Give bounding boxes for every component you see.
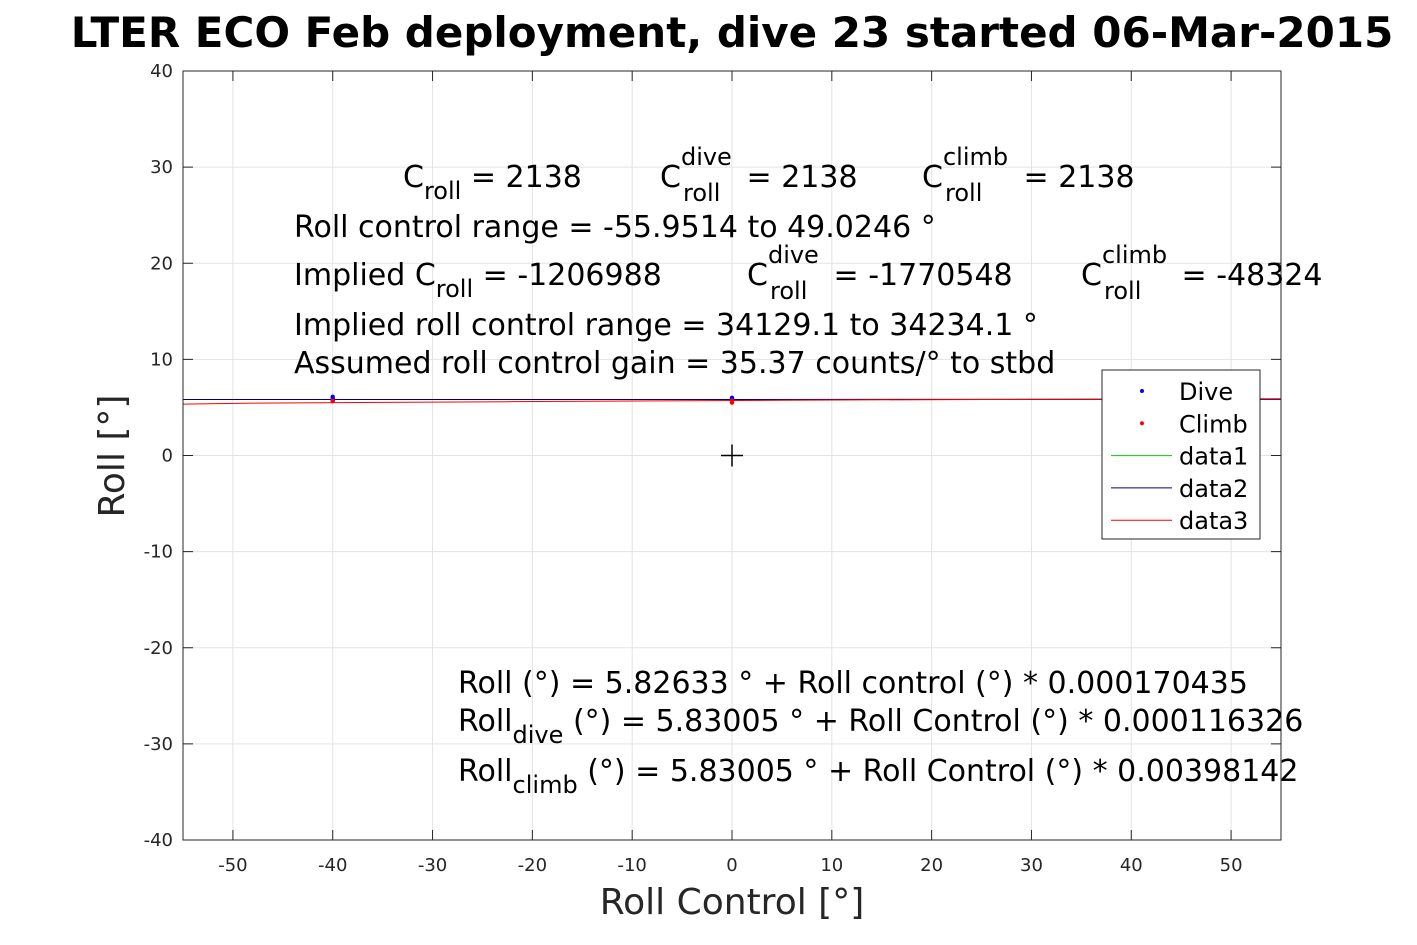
y-tick-label: 10: [150, 349, 173, 370]
annotation-implied-c-dive: Cdive roll = -1770548: [747, 241, 1013, 305]
y-tick-label: -20: [144, 638, 173, 659]
legend-box: [1101, 369, 1261, 540]
x-tick-label: 50: [1220, 855, 1243, 876]
legend: Dive Climb data1 data2 data3: [1101, 369, 1261, 540]
legend-marker-dive: [1140, 389, 1144, 393]
x-tick-label: -20: [518, 855, 547, 876]
plot-frame: [182, 70, 1282, 841]
legend-items: Dive Climb data1 data2 data3: [1111, 378, 1248, 535]
x-tick-label: 10: [820, 855, 843, 876]
y-tick-label: -10: [144, 542, 173, 563]
x-tick-label: -10: [617, 855, 646, 876]
annotation-fit-climb: Rollclimb (°) = 5.83005 ° + Roll Control…: [458, 754, 1298, 799]
data-point-climb: [330, 398, 335, 403]
x-tick-label: 30: [1020, 855, 1043, 876]
annotation-implied-c-roll: Implied Croll = -1206988: [294, 258, 662, 303]
chart-title: LTER ECO Feb deployment, dive 23 started…: [71, 8, 1394, 57]
legend-label: data3: [1179, 507, 1248, 535]
x-tick-group: -50 -40 -30 -20 -10 0 10 20 30 40 50: [218, 71, 1243, 876]
y-tick-label: -30: [144, 734, 173, 755]
legend-label: Dive: [1179, 378, 1233, 406]
series-group: [182, 394, 1282, 467]
annotation-fits: Roll (°) = 5.82633 ° + Roll control (°) …: [458, 666, 1303, 799]
data-point-climb: [729, 400, 735, 405]
x-tick-label: 0: [726, 855, 737, 876]
x-tick-label: 40: [1120, 855, 1143, 876]
x-tick-label: 20: [920, 855, 943, 876]
legend-label: data2: [1179, 475, 1248, 503]
y-tick-label: 0: [162, 446, 173, 467]
x-tick-label: -30: [418, 855, 447, 876]
x-tick-label: -40: [318, 855, 347, 876]
x-axis-label: Roll Control [°]: [600, 882, 865, 923]
y-tick-group: -40 -30 -20 -10 0 10 20 30 40: [144, 61, 1281, 851]
legend-label: data1: [1179, 443, 1248, 471]
legend-marker-climb: [1140, 421, 1144, 426]
annotation-coefficients: Croll = 2138 Cdive roll = 2138 Cclimb roll…: [294, 143, 1322, 381]
annotation-roll-control-range: Roll control range = -55.9514 to 49.0246…: [294, 210, 936, 245]
y-tick-label: -40: [144, 830, 173, 851]
x-tick-label: -50: [218, 855, 247, 876]
plot-axes: -50 -40 -30 -20 -10 0 10 20 30 40 50 -40 -30 -20 -10 0…: [144, 61, 1282, 876]
annotation-gain: Assumed roll control gain = 35.37 counts…: [294, 346, 1055, 381]
legend-label: Climb: [1179, 410, 1248, 438]
annotation-fit-all: Roll (°) = 5.82633 ° + Roll control (°) …: [458, 666, 1248, 701]
annotation-c-roll: Croll = 2138: [403, 160, 582, 205]
annotation-c-climb: Cclimb roll = 2138: [922, 143, 1135, 207]
y-tick-label: 30: [150, 157, 173, 178]
y-tick-label: 20: [150, 253, 173, 274]
annotation-implied-range: Implied roll control range = 34129.1 to …: [294, 308, 1038, 343]
series-line-data3: [182, 398, 1282, 405]
annotation-implied-c-climb: Cclimb roll = -48324: [1081, 241, 1322, 305]
y-tick-label: 40: [150, 61, 173, 82]
annotation-c-dive: Cdive roll = 2138: [660, 143, 858, 207]
y-axis-label: Roll [°]: [92, 395, 133, 518]
annotation-fit-dive: Rolldive (°) = 5.83005 ° + Roll Control …: [458, 704, 1303, 749]
